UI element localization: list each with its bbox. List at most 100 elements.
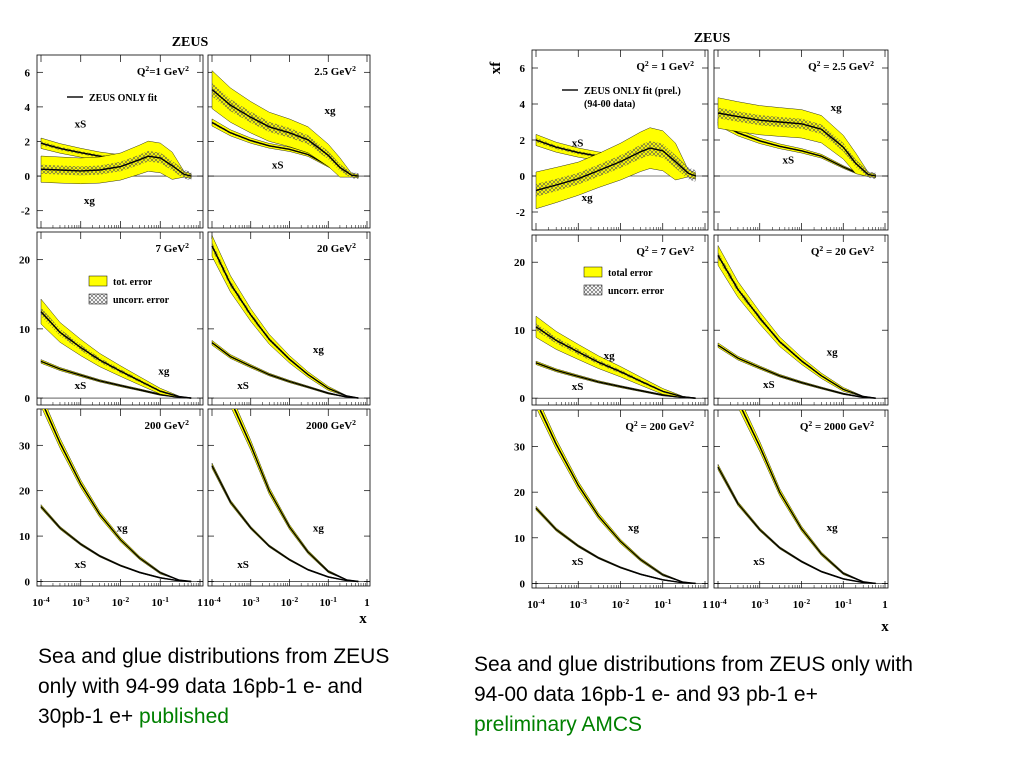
series-label-xS: xS [753,556,765,568]
x-tick-label: 10-3 [570,597,588,612]
fit-curve-xS [535,507,696,585]
caption-right-text: Sea and glue distributions from ZEUS onl… [474,653,913,706]
y-axis-label: xf [488,61,504,75]
fit-curve-xS [211,342,359,399]
series-label-xS: xS [763,379,775,391]
panel: 0 10 20 30 xS xg Q2 = 200 GeV2 10-4 10-3 10-2 10-1… [514,409,709,612]
error-band-xg [717,245,876,399]
panel-frame [531,234,709,406]
fit-curve-xg [44,409,192,583]
y-tick-label: 20 [514,487,526,499]
series-label-xg: xg [827,522,839,534]
panel: xS xg 2.5 GeV2 [207,54,371,229]
fit-curve-xg [539,410,696,585]
y-tick-label: 0 [25,576,31,588]
x-tick-label: 1 [702,599,708,611]
caption-left: Sea and glue distributions from ZEUS onl… [38,642,408,732]
uncorr-band-xg [41,150,192,181]
panel-frame [207,231,371,406]
legend-uncorr-swatch [583,284,603,296]
panel-plot-area [535,315,696,399]
x-tick-label: 10-1 [320,595,338,610]
y-tick-label: 0 [520,393,526,405]
panel-label: Q2 = 2.5 GeV2 [808,59,874,74]
series-label-xS: xS [572,137,584,149]
fit-curve-xS [717,344,876,399]
x-axis-label: x [881,619,889,635]
y-tick-label: 6 [25,67,31,79]
series-label-xg: xg [628,522,640,534]
caption-right: Sea and glue distributions from ZEUS onl… [474,650,914,740]
series-label-xS: xS [237,380,249,392]
series-label-xS: xS [572,556,584,568]
panel: 0 10 20 xS xg 7 GeV2 tot. error uncorr. error [19,231,204,406]
error-band-xg [211,235,359,399]
panel: xS xg Q2 = 20 GeV2 [713,234,889,406]
series-label-xS: xS [237,559,249,571]
y-tick-label: 2 [25,137,31,149]
uncorr-band-xS [718,344,876,399]
series-label-xS: xS [75,559,87,571]
series-label-xS: xS [75,380,87,392]
x-tick-label: 10-4 [203,595,221,610]
caption-left-highlight: published [139,705,229,728]
fit-curve-xg [741,410,876,585]
x-tick-label: 10-3 [751,597,769,612]
fit-curve-xg [535,147,696,192]
x-axis-label: x [359,611,367,627]
panel-plot-area [535,127,696,210]
error-band-xS [211,339,359,399]
x-tick-label: 10-1 [835,597,853,612]
fit-curve-xg [40,155,192,177]
panel-plot-area [211,409,359,583]
fit-curve-xS [211,465,359,583]
x-tick-label: 1 [882,599,888,611]
series-label-xg: xg [313,523,325,535]
legend-total-label: tot. error [113,277,153,288]
fit-curve-xS [717,466,876,585]
panel-frame [713,49,889,231]
caption-right-highlight: preliminary AMCS [474,713,643,736]
y-tick-label: 0 [520,578,526,590]
panel-plot-area [717,245,876,399]
x-tick-label: 1 [364,597,370,609]
x-tick-label: 1 [197,597,203,609]
y-tick-label: 0 [25,393,31,405]
error-band-xg [717,97,876,179]
legend-total-label: total error [608,268,653,279]
fit-curve-xg [40,311,192,399]
panel-frame [713,234,889,406]
panel-frame [36,408,204,587]
panel: xS xg 2000 GeV2 10-4 10-3 10-2 10-1 1 [203,408,371,610]
uncorr-band-xg [212,242,359,399]
panel-label: 2000 GeV2 [306,418,356,433]
panel: xS xg Q2 = 2000 GeV2 10-4 10-3 10-2 10-1 1 [709,409,889,612]
fit-curve-xS [40,506,192,583]
panel-plot-area [40,137,192,185]
error-band-xS [535,505,696,584]
legend-uncorr-label: uncorr. error [608,286,665,297]
series-label-xg: xg [313,344,325,356]
panel-label: Q2 = 1 GeV2 [636,59,694,74]
legend-total-swatch [583,266,603,278]
series-label-xg: xg [831,102,843,114]
legend-fit-label: ZEUS ONLY fit [89,93,158,104]
y-tick-label: 0 [520,171,526,183]
y-tick-label: -2 [516,207,526,219]
panel: xS xg 20 GeV2 [207,231,371,406]
fit-curve-xS [535,362,696,399]
y-tick-label: 4 [520,99,526,111]
series-label-xg: xg [158,366,170,378]
y-tick-label: 10 [19,324,31,336]
x-tick-label: 10-2 [793,597,811,612]
uncorr-band-xS [536,507,696,584]
chart-title: ZEUS [694,31,731,46]
x-tick-label: 10-4 [527,597,545,612]
panel-frame [36,231,204,406]
y-tick-label: 6 [520,63,526,75]
legend-uncorr-label: uncorr. error [113,295,170,306]
panel-label: Q2=1 GeV2 [137,64,189,79]
series-label-xS: xS [75,119,87,131]
y-tick-label: 20 [514,257,526,269]
